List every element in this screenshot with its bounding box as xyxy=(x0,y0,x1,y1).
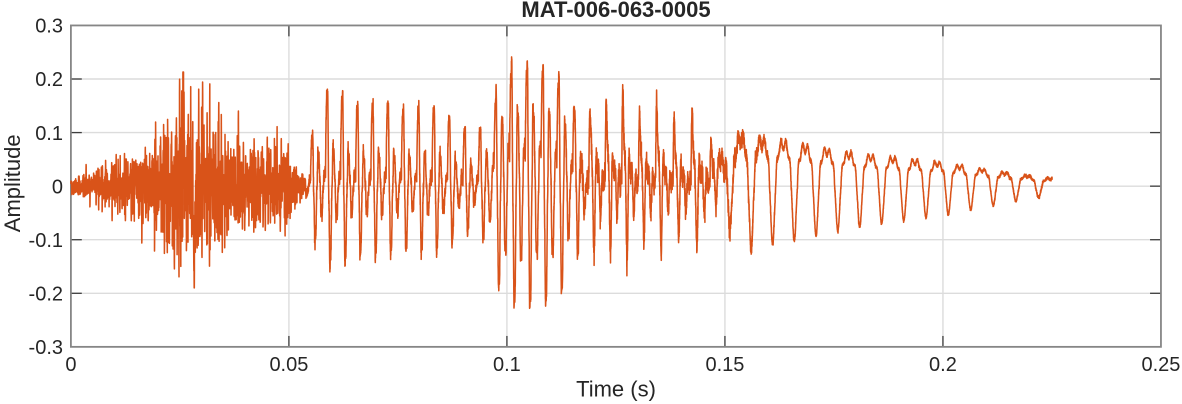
svg-text:Amplitude: Amplitude xyxy=(0,134,25,232)
svg-text:-0.2: -0.2 xyxy=(29,283,63,305)
svg-text:0.2: 0.2 xyxy=(929,354,957,376)
svg-text:Time (s): Time (s) xyxy=(576,377,656,402)
svg-text:MAT-006-063-0005: MAT-006-063-0005 xyxy=(521,0,710,22)
svg-text:0.1: 0.1 xyxy=(493,354,521,376)
svg-text:0: 0 xyxy=(65,354,76,376)
svg-text:0.3: 0.3 xyxy=(35,16,63,38)
svg-text:0.2: 0.2 xyxy=(35,69,63,91)
svg-text:0: 0 xyxy=(52,176,63,198)
svg-text:-0.3: -0.3 xyxy=(29,337,63,359)
svg-text:-0.1: -0.1 xyxy=(29,230,63,252)
svg-text:0.1: 0.1 xyxy=(35,123,63,145)
svg-text:0.15: 0.15 xyxy=(705,354,744,376)
svg-text:0.25: 0.25 xyxy=(1141,354,1180,376)
svg-text:0.05: 0.05 xyxy=(269,354,308,376)
